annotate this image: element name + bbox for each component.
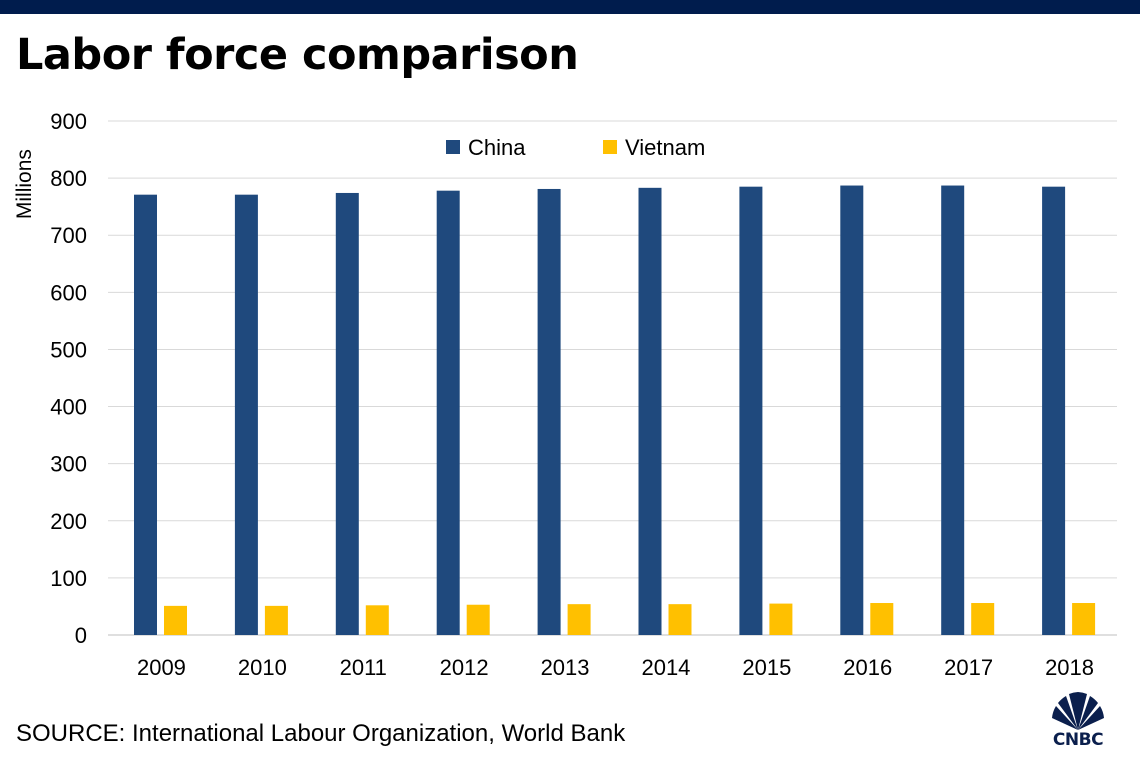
x-tick-label: 2015 bbox=[742, 655, 791, 680]
bar-vietnam-2010 bbox=[264, 605, 288, 635]
legend-label-china: China bbox=[468, 135, 526, 160]
bar-china-2014 bbox=[638, 187, 662, 635]
x-tick-label: 2018 bbox=[1045, 655, 1094, 680]
cnbc-logo: CNBC bbox=[1034, 688, 1122, 750]
page-title: Labor force comparison bbox=[16, 30, 579, 80]
logo-text: CNBC bbox=[1052, 730, 1104, 750]
y-tick-label: 700 bbox=[50, 223, 87, 248]
top-band bbox=[0, 0, 1140, 14]
y-tick-label: 400 bbox=[50, 395, 87, 420]
y-tick-label: 200 bbox=[50, 509, 87, 534]
legend-swatch-china bbox=[446, 140, 460, 154]
bar-china-2015 bbox=[739, 186, 763, 635]
bar-china-2012 bbox=[436, 190, 460, 636]
x-tick-label: 2012 bbox=[440, 655, 489, 680]
y-tick-label: 900 bbox=[50, 109, 87, 134]
y-tick-label: 500 bbox=[50, 337, 87, 362]
bar-vietnam-2018 bbox=[1072, 603, 1096, 635]
bar-vietnam-2011 bbox=[365, 605, 389, 635]
bar-china-2017 bbox=[941, 185, 965, 635]
bar-china-2013 bbox=[537, 188, 561, 635]
bar-vietnam-2009 bbox=[164, 605, 187, 635]
bar-china-2011 bbox=[335, 192, 359, 635]
bar-china-2016 bbox=[840, 185, 864, 635]
bar-vietnam-2012 bbox=[466, 604, 490, 635]
bar-china-2009 bbox=[134, 194, 157, 635]
bar-vietnam-2017 bbox=[971, 603, 995, 635]
y-tick-label: 600 bbox=[50, 280, 87, 305]
y-tick-label: 300 bbox=[50, 452, 87, 477]
bar-china-2010 bbox=[234, 194, 258, 635]
legend-label-vietnam: Vietnam bbox=[625, 135, 705, 160]
bar-vietnam-2013 bbox=[567, 604, 591, 635]
x-tick-label: 2009 bbox=[137, 655, 186, 680]
bar-chart: 0 100 200 300 400 500 600 700 800 900 Millions 2009… bbox=[13, 109, 1117, 680]
source-note: SOURCE: International Labour Organizatio… bbox=[16, 720, 626, 747]
bar-vietnam-2014 bbox=[668, 604, 692, 635]
bar-vietnam-2016 bbox=[870, 603, 894, 635]
y-tick-label: 100 bbox=[50, 566, 87, 591]
y-tick-label: 800 bbox=[50, 166, 87, 191]
x-tick-label: 2017 bbox=[944, 655, 993, 680]
bar-vietnam-2015 bbox=[769, 603, 793, 635]
x-tick-label: 2010 bbox=[238, 655, 287, 680]
peacock-icon bbox=[1052, 692, 1104, 730]
y-axis-label: Millions bbox=[13, 149, 36, 219]
legend-swatch-vietnam bbox=[603, 140, 617, 154]
x-tick-label: 2013 bbox=[541, 655, 590, 680]
x-tick-label: 2011 bbox=[340, 655, 387, 680]
bar-china-2018 bbox=[1042, 186, 1066, 635]
y-tick-label: 0 bbox=[75, 623, 87, 648]
x-tick-label: 2016 bbox=[843, 655, 892, 680]
x-tick-label: 2014 bbox=[641, 655, 690, 680]
